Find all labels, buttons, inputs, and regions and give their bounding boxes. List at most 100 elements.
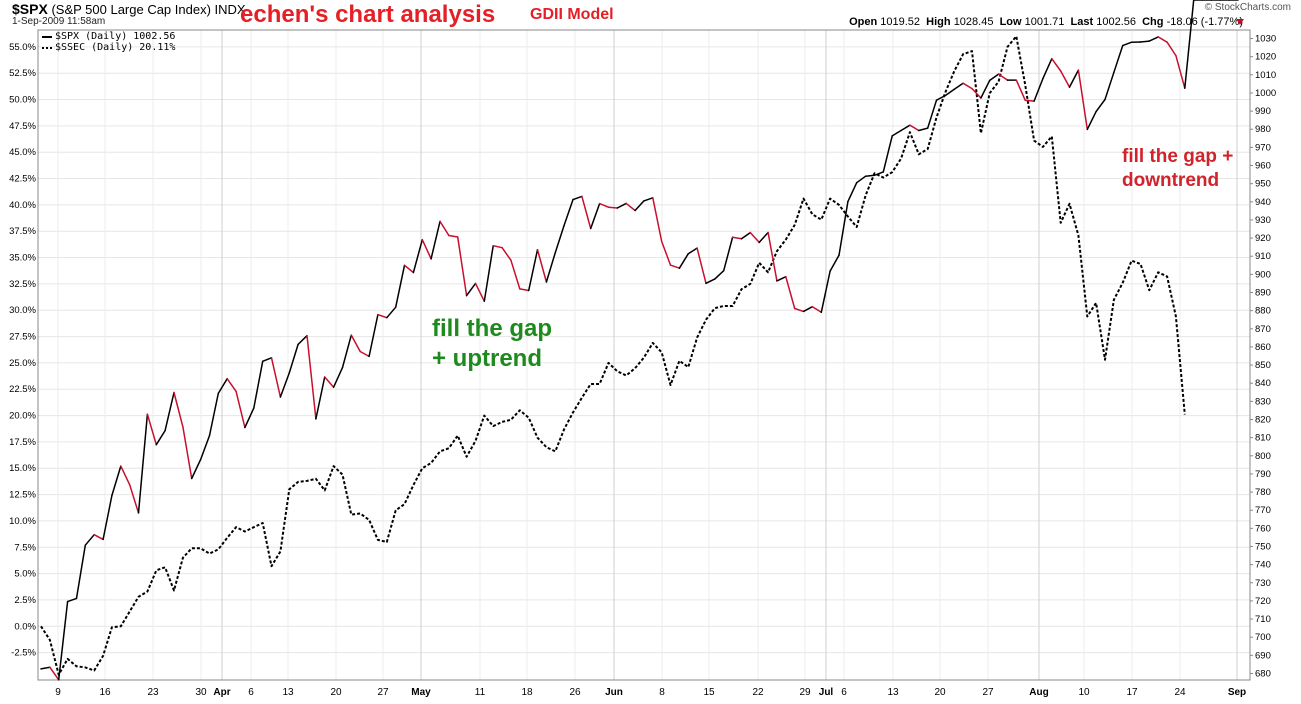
model-label: GDII Model [530,6,614,23]
spx-series-segment [226,377,237,393]
legend-label: $SPX (Daily) 1002.56 [55,31,176,42]
spx-series-segment [581,195,592,230]
spx-series-segment [217,377,228,395]
spx-series-segment [873,171,885,177]
y-right-tick-label: 890 [1255,288,1271,299]
y-left-tick-label: 12.5% [9,490,36,501]
chg-value: -18.06 (-1.77%) [1166,16,1243,28]
x-tick-label: May [411,687,431,698]
y-left-tick-label: 40.0% [9,200,36,211]
y-right-tick-label: 1010 [1255,70,1276,81]
x-tick-label: 8 [659,687,665,698]
spx-series-segment [1184,0,1195,89]
spx-series-segment [1042,57,1053,80]
x-tick-label: 10 [1078,687,1090,698]
y-right-tick-label: 680 [1255,668,1271,679]
y-right-tick-label: 930 [1255,215,1271,226]
spx-series-segment [297,334,308,346]
spx-series-segment [120,465,131,486]
spx-series-segment [510,259,521,290]
y-left-tick-label: 45.0% [9,147,36,158]
spx-series-segment [111,465,122,497]
x-tick-label: 27 [377,687,389,698]
y-right-tick-label: 730 [1255,578,1271,589]
y-left-tick-label: 0.0% [14,621,36,632]
low-label: Low [999,16,1022,28]
spx-series-segment [545,251,557,283]
x-axis-ticks: 9 16 23 30 Apr 6 13 20 27 May 11 18 26 Jun 8 15 22 29 Jul 6… [55,687,1246,698]
spx-series-segment [776,275,787,282]
spx-series-segment [749,231,760,244]
y-left-tick-label: 50.0% [9,95,36,106]
x-tick-label: 30 [195,687,207,698]
spx-series-segment [492,244,503,249]
spx-series-segment [767,231,778,282]
spx-series-segment [1033,77,1044,102]
spx-series-segment [696,247,707,285]
spx-series-segment [253,360,264,409]
y-right-tick-label: 710 [1255,614,1271,625]
symbol: $SPX [12,1,48,17]
spx-series-segment [155,429,166,446]
y-left-tick-label: 7.5% [14,542,36,553]
chart-grid [38,30,1250,680]
x-tick-label: 27 [982,687,994,698]
chg-down-arrow-icon [1236,19,1244,25]
spx-series-segment [527,248,539,292]
x-tick-label: 6 [841,687,847,698]
legend-solid-swatch-icon [42,35,52,38]
y-left-tick-label: 2.5% [14,595,36,606]
y-right-tick-label: 750 [1255,541,1271,552]
spx-series-segment [1059,70,1071,88]
y-right-tick-label: 840 [1255,378,1271,389]
spx-series-segment [838,200,849,257]
spx-series-segment [57,600,69,681]
spx-series-segment [962,82,973,90]
symbol-header: $SPX (S&P 500 Large Cap Index) INDX [12,1,246,17]
left-axis-ticks: -2.5% 0.0% 2.5% 5.0% 7.5% 10.0% 12.5% 15.0% 17.5… [9,42,36,659]
spx-series-segment [918,127,929,132]
spx-series-segment [501,246,512,261]
x-tick-label: Apr [213,687,230,698]
spx-series-segment [1121,41,1133,47]
y-right-tick-label: 1000 [1255,88,1276,99]
spx-series-segment [669,264,681,269]
annotation-line: downtrend [1122,170,1220,191]
x-tick-label: 26 [569,687,581,698]
y-right-tick-label: 880 [1255,306,1271,317]
y-right-tick-label: 940 [1255,197,1271,208]
spx-series-segment [448,234,459,238]
spx-series-segment [199,434,211,461]
x-tick-label: 20 [330,687,342,698]
x-tick-label: 24 [1174,687,1186,698]
spx-series-segment [829,254,840,272]
spx-series-segment [678,252,690,269]
spx-series-segment [882,135,893,173]
y-right-tick-label: 950 [1255,179,1271,190]
spx-series-segment [785,275,796,310]
x-tick-label: 13 [282,687,294,698]
spx-series-segment [971,87,982,99]
spx-series-segment [802,305,814,313]
spx-series-segment [519,288,530,292]
spx-series-segment [483,244,494,302]
x-tick-label: Aug [1029,687,1048,698]
y-left-tick-label: 20.0% [9,411,36,422]
spx-series-segment [820,270,831,314]
legend-entry-spx: $SPX (Daily) 1002.56 [42,31,175,42]
exchange: INDX [214,2,246,17]
last-value: 1002.56 [1096,16,1136,28]
x-tick-label: 13 [887,687,899,698]
spx-series-segment [394,264,406,308]
y-right-tick-label: 820 [1255,414,1271,425]
spx-series-segment [563,198,574,227]
spx-series-segment [1148,36,1159,42]
spx-series-segment [208,392,220,437]
legend-dotted-swatch-icon [42,46,52,49]
spx-series-segment [386,306,397,319]
spx-series-segment [474,282,486,302]
spx-series-segment [182,426,193,480]
x-tick-label: Sep [1228,687,1246,698]
annotation-downtrend: fill the gap + downtrend [1122,145,1233,193]
y-right-tick-label: 1030 [1255,34,1276,45]
